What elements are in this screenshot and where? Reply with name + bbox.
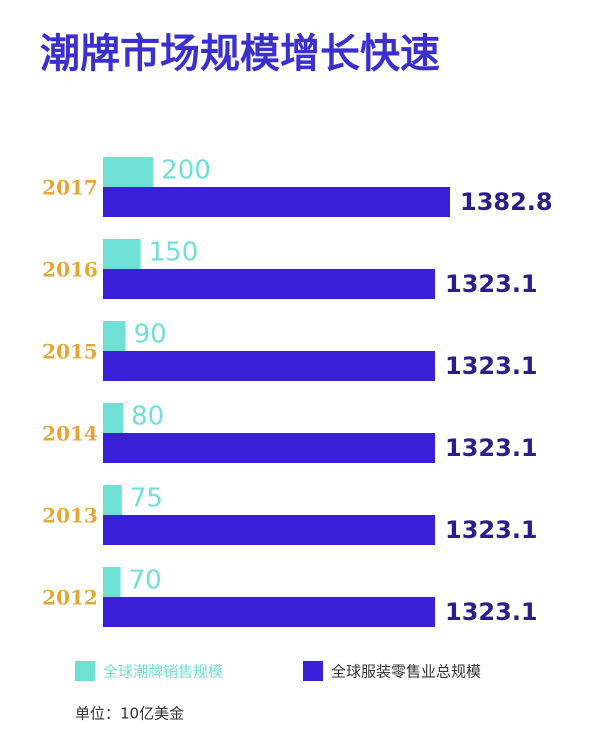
data-label: 1323.1	[445, 434, 538, 462]
data-label: 150	[149, 238, 199, 268]
unit-note: 单位：10亿美金	[75, 705, 184, 723]
bar	[103, 515, 436, 545]
bar	[103, 187, 450, 217]
legend-label: 全球潮牌销售规模	[103, 663, 223, 681]
data-label: 70	[129, 566, 162, 596]
legend-swatch	[303, 661, 323, 681]
y-tick-label: 2012	[42, 586, 98, 610]
data-label: 1323.1	[445, 352, 538, 380]
y-tick-label: 2015	[42, 340, 98, 364]
bar	[103, 433, 436, 463]
legend-swatch	[75, 661, 95, 681]
data-label: 1323.1	[445, 270, 538, 298]
bar	[103, 239, 141, 269]
data-label: 75	[130, 484, 163, 514]
bar	[103, 321, 126, 351]
data-label: 80	[131, 402, 164, 432]
bar	[103, 597, 436, 627]
bar	[103, 157, 154, 187]
bar	[103, 485, 122, 515]
data-label: 200	[161, 156, 211, 186]
bar	[103, 269, 436, 299]
data-label: 90	[134, 320, 167, 350]
chart-title: 潮牌市场规模增长快速	[40, 31, 440, 77]
data-label: 1323.1	[445, 516, 538, 544]
y-tick-label: 2014	[42, 422, 98, 446]
y-tick-label: 2017	[42, 176, 98, 200]
data-label: 1323.1	[445, 598, 538, 626]
legend-label: 全球服装零售业总规模	[331, 663, 481, 681]
bar	[103, 351, 436, 381]
bar	[103, 567, 121, 597]
data-label: 1382.8	[460, 188, 553, 216]
bar	[103, 403, 124, 433]
y-tick-label: 2013	[42, 504, 98, 528]
y-tick-label: 2016	[42, 258, 98, 282]
